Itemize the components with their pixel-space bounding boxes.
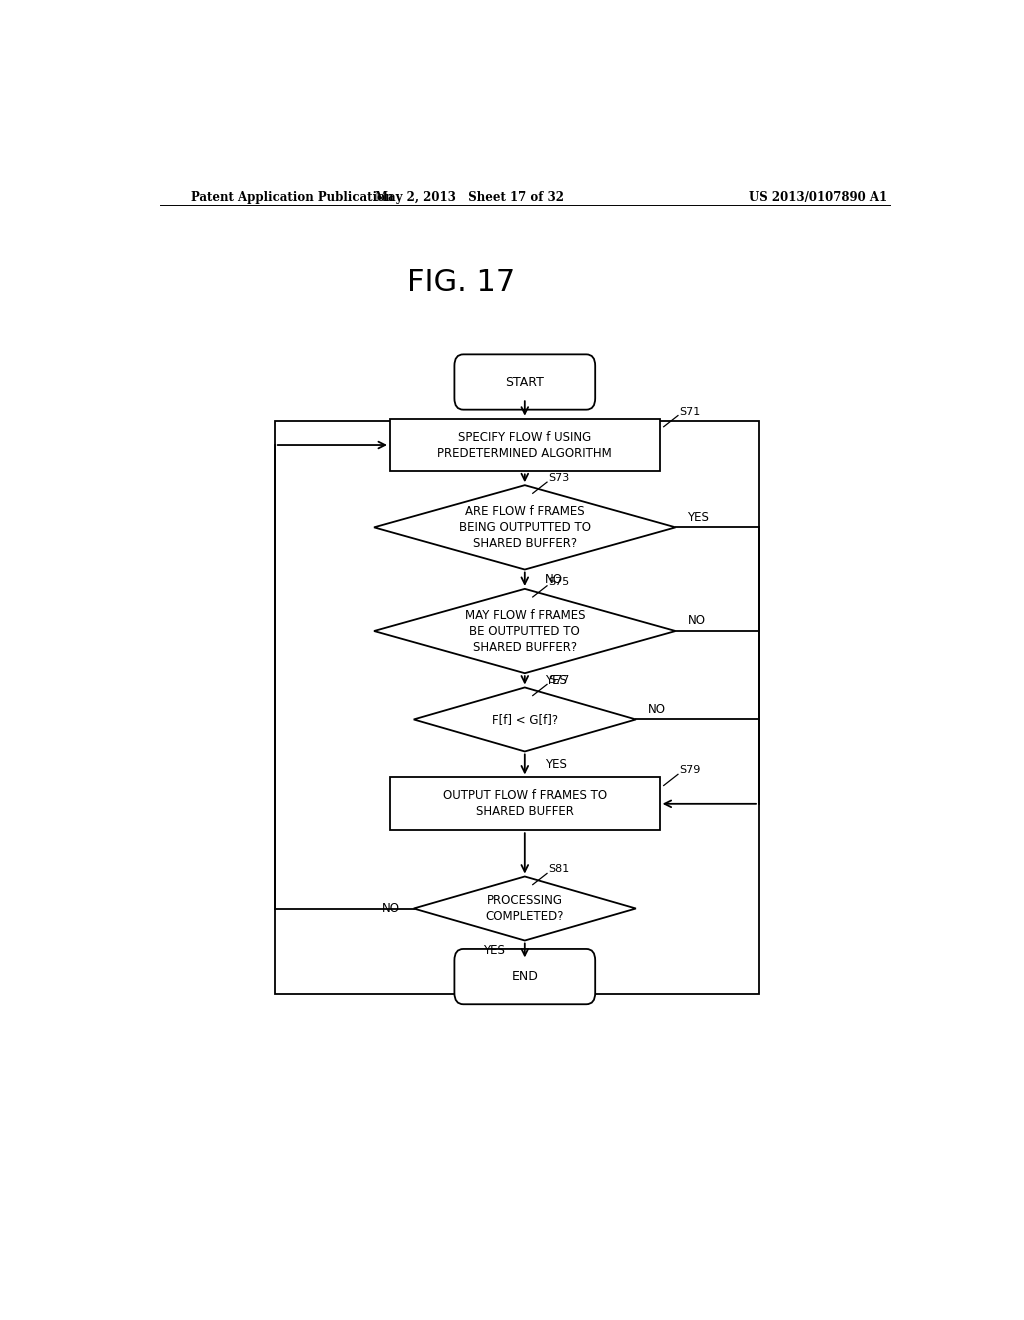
Text: FIG. 17: FIG. 17 <box>408 268 515 297</box>
Text: F[f] < G[f]?: F[f] < G[f]? <box>492 713 558 726</box>
Text: MAY FLOW f FRAMES
BE OUTPUTTED TO
SHARED BUFFER?: MAY FLOW f FRAMES BE OUTPUTTED TO SHARED… <box>465 609 585 653</box>
Polygon shape <box>374 486 676 569</box>
Text: YES: YES <box>483 944 505 957</box>
Text: NO: NO <box>648 702 666 715</box>
FancyBboxPatch shape <box>455 354 595 409</box>
FancyBboxPatch shape <box>455 949 595 1005</box>
Text: OUTPUT FLOW f FRAMES TO
SHARED BUFFER: OUTPUT FLOW f FRAMES TO SHARED BUFFER <box>442 789 607 818</box>
Text: S79: S79 <box>680 766 700 775</box>
Text: YES: YES <box>545 758 566 771</box>
Text: PROCESSING
COMPLETED?: PROCESSING COMPLETED? <box>485 894 564 923</box>
Text: S77: S77 <box>549 676 570 685</box>
Bar <box>390 418 659 471</box>
Text: NO: NO <box>381 902 399 915</box>
Text: Patent Application Publication: Patent Application Publication <box>191 190 394 203</box>
Text: S75: S75 <box>549 577 570 587</box>
Text: SPECIFY FLOW f USING
PREDETERMINED ALGORITHM: SPECIFY FLOW f USING PREDETERMINED ALGOR… <box>437 430 612 459</box>
Text: US 2013/0107890 A1: US 2013/0107890 A1 <box>750 190 888 203</box>
Text: NO: NO <box>687 614 706 627</box>
Text: S71: S71 <box>680 407 700 417</box>
Polygon shape <box>374 589 676 673</box>
Text: ARE FLOW f FRAMES
BEING OUTPUTTED TO
SHARED BUFFER?: ARE FLOW f FRAMES BEING OUTPUTTED TO SHA… <box>459 504 591 550</box>
Text: NO: NO <box>545 573 562 586</box>
Text: END: END <box>511 970 539 983</box>
Polygon shape <box>414 688 636 751</box>
Polygon shape <box>414 876 636 941</box>
Text: S81: S81 <box>549 865 570 874</box>
Bar <box>390 777 659 830</box>
Text: START: START <box>506 375 544 388</box>
Bar <box>274 421 759 994</box>
Text: YES: YES <box>687 511 710 524</box>
Text: YES: YES <box>545 673 566 686</box>
Text: S73: S73 <box>549 473 570 483</box>
Text: May 2, 2013   Sheet 17 of 32: May 2, 2013 Sheet 17 of 32 <box>375 190 564 203</box>
